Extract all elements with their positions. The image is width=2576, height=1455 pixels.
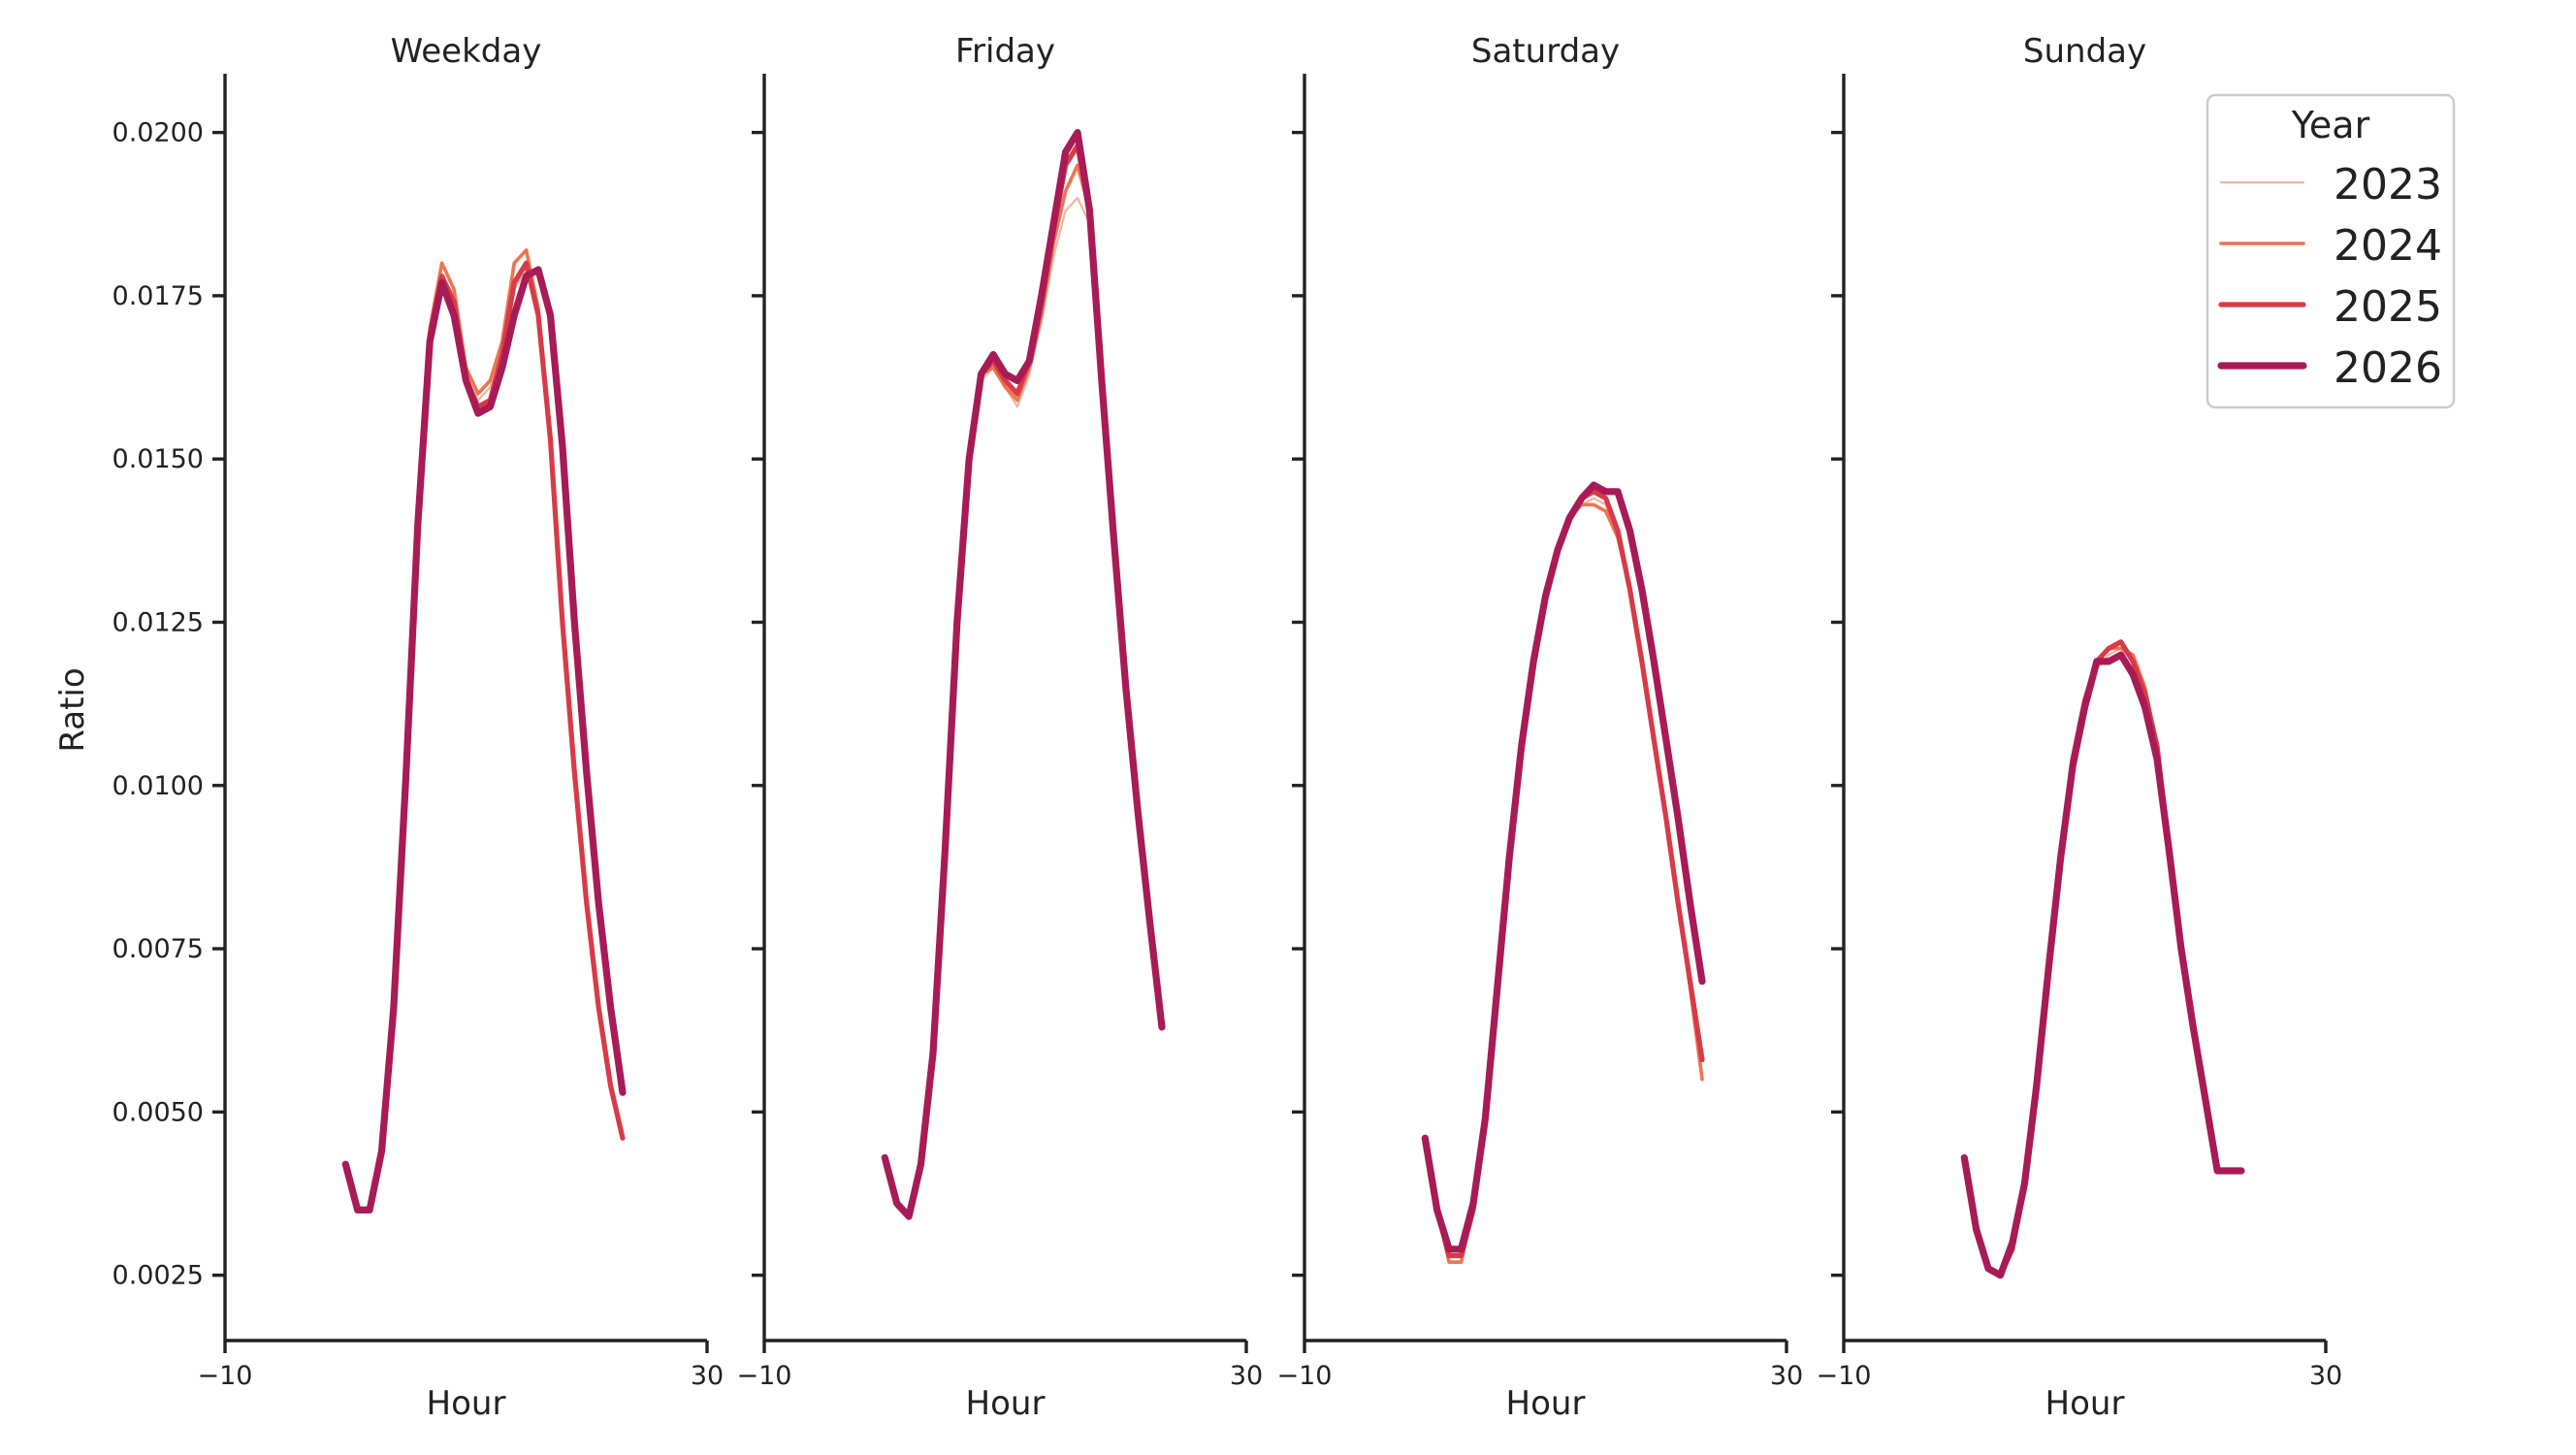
y-tick-label: 0.0125 [113,607,204,637]
panel-friday: Friday −10 30 Hour [737,32,1264,1423]
y-tick-label: 0.0100 [113,771,204,801]
chart-panels: Weekday 0.0025 0.0050 0.0075 0.0100 0.0125 0.0… [113,32,2343,1423]
x-axis-label: Hour [2045,1384,2125,1423]
legend-label-2025: 2025 [2334,282,2442,332]
series-line-2023 [1424,497,1704,1257]
series-line-2024 [1423,502,1704,1264]
panel-title: Sunday [2023,32,2146,71]
x-axis-label: Hour [427,1384,506,1423]
x-tick-label: −10 [1277,1361,1333,1391]
x-axis-label: Hour [966,1384,1046,1423]
legend: Year 2023 2024 2025 2026 [2206,93,2456,409]
legend-label-2026: 2026 [2334,343,2442,393]
panel-title: Friday [955,32,1055,71]
y-tick-label: 0.0050 [113,1097,204,1127]
y-tick-label: 0.0075 [113,934,204,964]
series-line-2026 [1960,651,2245,1279]
series-line-2026 [1421,481,1706,1253]
x-tick-label: 30 [1230,1361,1263,1391]
series-line-2026 [341,266,627,1214]
y-axis-label: Ratio [53,667,92,752]
panel-title: Saturday [1471,32,1620,71]
x-axis-label: Hour [1506,1384,1586,1423]
series-line-2026 [881,129,1166,1220]
series-line-2025 [882,143,1165,1219]
x-tick-label: 30 [2309,1361,2342,1391]
series-line-2023 [1963,647,2243,1277]
y-tick-label: 0.0200 [113,118,204,148]
panel-sunday: Sunday −10 30 Hour [1817,32,2343,1423]
series-line-2025 [1961,639,2244,1278]
legend-frame [2206,93,2456,409]
y-tick-label: 0.0150 [113,444,204,474]
legend-entries: 2023 2024 2025 2026 [2217,160,2442,393]
panel-weekday: Weekday 0.0025 0.0050 0.0075 0.0100 0.0125 0.0… [113,32,724,1423]
series-line-2024 [883,163,1164,1218]
panel-saturday: Saturday −10 30 Hour [1277,32,1804,1423]
x-tick-label: 30 [1770,1361,1803,1391]
legend-label-2024: 2024 [2334,221,2442,271]
legend-label-2023: 2023 [2334,160,2442,210]
x-tick-label: −10 [737,1361,792,1391]
legend-title: Year [2291,104,2370,146]
series-line-2023 [884,196,1164,1218]
y-tick-label: 0.0025 [113,1261,204,1291]
x-tick-label: −10 [1817,1361,1872,1391]
x-tick-label: −10 [198,1361,253,1391]
x-tick-label: 30 [691,1361,724,1391]
y-tick-label: 0.0175 [113,281,204,311]
series-line-2024 [1962,646,2243,1277]
panel-title: Weekday [391,32,542,71]
series-line-2025 [1422,489,1705,1259]
